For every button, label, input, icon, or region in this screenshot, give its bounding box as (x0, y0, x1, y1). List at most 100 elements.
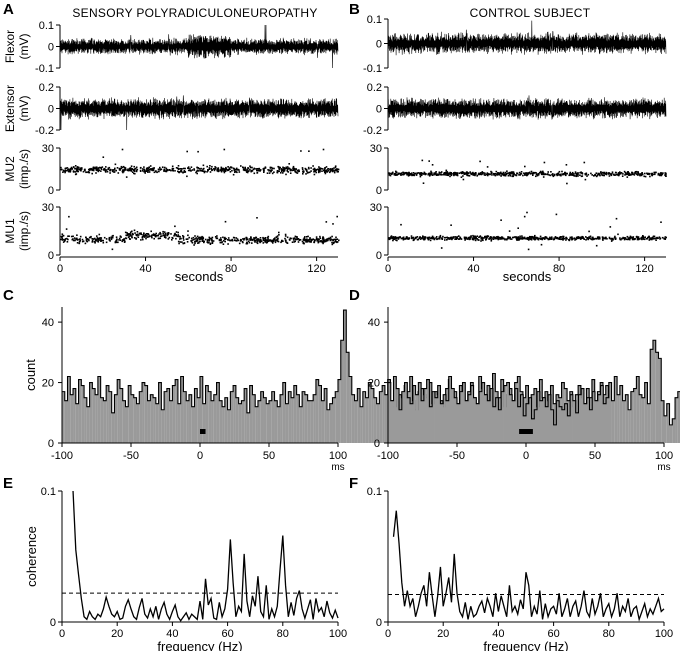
rate-point (254, 241, 256, 243)
rate-point (158, 233, 160, 235)
rate-point (410, 235, 413, 237)
rate-point (289, 239, 291, 241)
rate-point (458, 172, 461, 174)
histogram-bar (443, 394, 446, 443)
histogram-bar (117, 379, 120, 443)
rate-point (220, 239, 222, 242)
rate-point (530, 236, 533, 239)
rate-point (274, 239, 277, 241)
rate-point (429, 239, 432, 242)
rate-point (557, 172, 560, 175)
rate-point (611, 172, 613, 175)
rate-point (331, 235, 333, 238)
rate-point (206, 241, 209, 243)
rate-point (594, 237, 597, 240)
rate-point (191, 242, 194, 244)
rate-point (329, 171, 331, 174)
rate-point (259, 239, 262, 241)
rate-point (446, 172, 449, 175)
rate-point (285, 239, 287, 242)
rate-point (110, 238, 113, 241)
y-tick-label: 30 (370, 143, 382, 155)
rate-point (580, 175, 583, 178)
rate-point (180, 170, 182, 173)
rate-point (192, 236, 195, 239)
rate-point (244, 168, 247, 170)
rate-point (282, 172, 284, 174)
rate-point (603, 171, 606, 174)
histogram-bar (75, 403, 79, 443)
rate-point (76, 238, 78, 240)
rate-point (197, 167, 199, 169)
rate-point (119, 169, 121, 171)
rate-point (402, 171, 405, 174)
rate-point (74, 167, 76, 170)
rate-point (561, 237, 564, 240)
rate-point (301, 168, 304, 171)
histogram-bar (64, 400, 68, 443)
rate-point (391, 172, 394, 174)
rate-point (455, 173, 457, 176)
rate-point (536, 237, 539, 239)
rate-point (235, 167, 238, 170)
rate-point (265, 242, 268, 244)
histogram-bar (324, 388, 327, 443)
rate-point (142, 170, 144, 172)
rate-point (439, 238, 441, 240)
rate-point (253, 239, 256, 242)
histogram-bar (437, 385, 441, 443)
rate-point (166, 169, 169, 172)
rate-point (601, 171, 604, 174)
rate-point (439, 236, 442, 238)
rate-point (389, 237, 392, 240)
rate-point (445, 174, 447, 176)
rate-point (72, 170, 75, 172)
rate-point (150, 235, 153, 237)
rate-point (527, 238, 530, 241)
rate-point (175, 231, 178, 233)
rate-point (321, 240, 324, 243)
rate-point (145, 167, 148, 170)
rate-point (319, 170, 321, 173)
histogram-bar (81, 385, 85, 443)
rate-point (224, 220, 227, 223)
rate-point (135, 166, 138, 169)
rate-point (257, 238, 259, 240)
rate-point (503, 174, 506, 177)
rate-point (507, 174, 510, 177)
rate-point (494, 237, 497, 239)
emg-signal (59, 24, 339, 69)
histogram-bar (108, 391, 112, 443)
panel-letter-c: C (3, 287, 14, 304)
rate-point (292, 165, 295, 168)
rate-point (220, 166, 223, 169)
rate-point (412, 172, 415, 174)
rate-point (624, 238, 626, 240)
rate-point (146, 236, 148, 238)
rate-point (294, 240, 296, 243)
rate-point (500, 219, 502, 221)
rate-point (332, 169, 334, 171)
rate-point (119, 235, 122, 237)
rate-point (127, 168, 129, 170)
rate-point (174, 225, 176, 228)
rate-point (256, 240, 259, 242)
rate-point (446, 239, 448, 241)
rate-point (187, 234, 189, 237)
y-tick-label: 0 (48, 42, 54, 54)
rate-point (187, 169, 190, 172)
rate-point (483, 237, 486, 239)
rate-point (607, 172, 610, 174)
rate-point (322, 242, 324, 245)
rate-point (268, 170, 270, 172)
rate-point (536, 238, 539, 240)
rate-point (183, 167, 185, 170)
rate-point (605, 173, 607, 175)
rate-point (143, 170, 145, 173)
rate-point (549, 174, 552, 177)
rate-point (398, 172, 400, 175)
rate-point (500, 171, 502, 174)
rate-point (509, 238, 512, 240)
rate-point (287, 171, 289, 173)
